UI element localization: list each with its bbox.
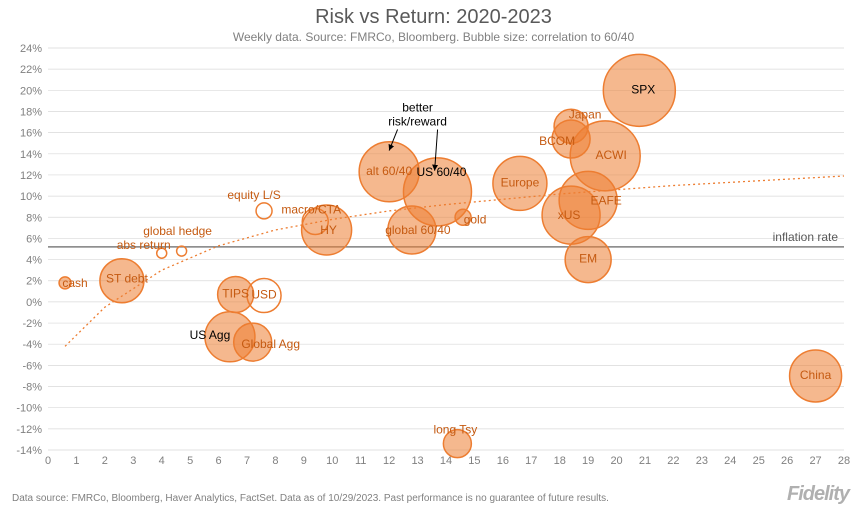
svg-text:23: 23 [696,455,708,467]
svg-text:20: 20 [610,455,622,467]
label-us-agg: US Agg [190,328,231,342]
label-acwi: ACWI [596,148,627,162]
label-europe: Europe [501,175,540,189]
svg-text:8%: 8% [26,212,42,224]
svg-text:16%: 16% [20,128,42,140]
chart-subtitle: Weekly data. Source: FMRCo, Bloomberg. B… [0,30,867,44]
svg-text:-12%: -12% [16,424,42,436]
svg-text:16: 16 [497,455,509,467]
svg-text:11: 11 [355,455,366,467]
svg-text:5: 5 [187,455,193,467]
label-long-tsy: long Tsy [433,423,477,437]
label-alt-60-40: alt 60/40 [366,164,412,178]
svg-text:18: 18 [554,455,566,467]
svg-text:risk/reward: risk/reward [388,114,447,128]
label-st-debt: ST debt [106,272,148,286]
label-abs-return: abs return [117,238,171,252]
label-xus: xUS [558,208,581,222]
label-macro-cta: macro/CTA [281,202,341,216]
svg-text:28: 28 [838,455,850,467]
svg-text:22%: 22% [20,64,42,76]
svg-text:19: 19 [582,455,594,467]
label-eafe: EAFE [590,193,621,207]
label-global-60-40: global 60/40 [385,223,451,237]
label-global-agg: Global Agg [241,337,300,351]
svg-text:6: 6 [216,455,222,467]
svg-text:10%: 10% [20,191,42,203]
svg-text:-14%: -14% [16,445,42,457]
svg-text:21: 21 [639,455,651,467]
label-gold: gold [464,212,487,226]
svg-text:13: 13 [411,455,423,467]
chart-title: Risk vs Return: 2020-2023 [0,6,867,29]
label-tips: TIPS [222,286,249,300]
svg-text:0%: 0% [26,297,42,309]
svg-text:12%: 12% [20,170,42,182]
svg-text:better: better [402,100,433,114]
label-cash: cash [62,276,87,290]
plot-area: -14%-12%-10%-8%-6%-4%-2%0%2%4%6%8%10%12%… [48,48,844,468]
label-china: China [800,368,832,382]
svg-text:12: 12 [383,455,395,467]
svg-text:25: 25 [753,455,765,467]
svg-text:4: 4 [159,455,165,467]
label-hy: HY [320,223,337,237]
svg-text:0: 0 [45,455,51,467]
svg-text:17: 17 [525,455,537,467]
svg-text:8: 8 [272,455,278,467]
svg-text:3: 3 [130,455,136,467]
svg-text:15: 15 [468,455,480,467]
svg-text:24: 24 [724,455,736,467]
label-bcom: BCOM [539,134,575,148]
risk-return-chart: Risk vs Return: 2020-2023 Weekly data. S… [0,0,867,510]
footer-text: Data source: FMRCo, Bloomberg, Haver Ana… [12,493,609,504]
svg-text:4%: 4% [26,255,42,267]
svg-text:14: 14 [440,455,452,467]
svg-text:22: 22 [667,455,679,467]
svg-text:-4%: -4% [22,339,42,351]
svg-text:-2%: -2% [22,318,42,330]
label-equity-l-s: equity L/S [227,188,280,202]
svg-text:26: 26 [781,455,793,467]
svg-text:18%: 18% [20,106,42,118]
svg-text:14%: 14% [20,149,42,161]
svg-text:inflation rate: inflation rate [773,230,839,244]
svg-text:-6%: -6% [22,360,42,372]
svg-text:-10%: -10% [16,403,42,415]
svg-text:24%: 24% [20,43,42,55]
svg-text:9: 9 [301,455,307,467]
svg-text:6%: 6% [26,233,42,245]
label-us-60-40: US 60/40 [416,165,466,179]
label-em: EM [579,252,597,266]
svg-text:2: 2 [102,455,108,467]
label-global-hedge: global hedge [143,224,212,238]
svg-text:20%: 20% [20,85,42,97]
svg-text:1: 1 [73,455,79,467]
svg-text:10: 10 [326,455,338,467]
label-spx: SPX [631,82,655,96]
fidelity-logo: Fidelity [787,483,849,506]
bubble-equity-l-s [256,203,272,219]
svg-text:-8%: -8% [22,382,42,394]
label-usd: USD [251,288,277,302]
label-japan: Japan [569,107,602,121]
svg-text:2%: 2% [26,276,42,288]
svg-text:27: 27 [809,455,821,467]
svg-text:7: 7 [244,455,250,467]
